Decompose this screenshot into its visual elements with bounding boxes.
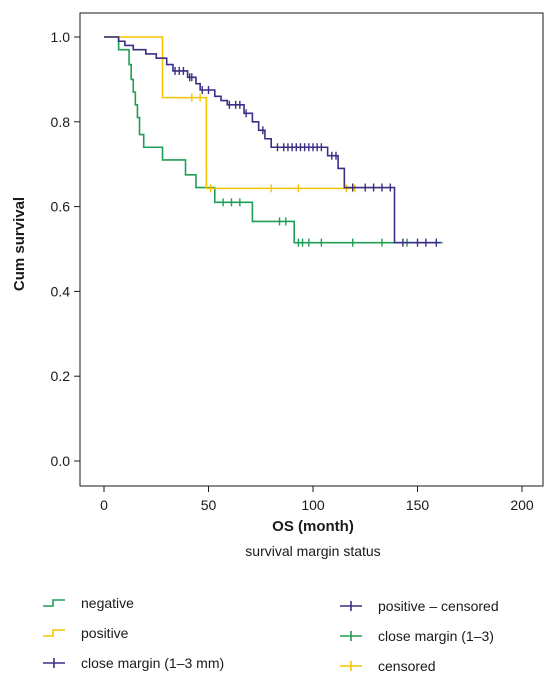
plot-area bbox=[79, 12, 544, 487]
legend-item: censored bbox=[340, 658, 436, 674]
series-line bbox=[104, 36, 443, 244]
x-tick-label: 150 bbox=[406, 497, 430, 513]
legend-label: positive – censored bbox=[378, 598, 499, 614]
legend-step-symbol bbox=[43, 599, 65, 607]
legend-item: negative bbox=[43, 595, 134, 611]
legend-label: close margin (1–3 mm) bbox=[81, 655, 224, 671]
legend-label: positive bbox=[81, 625, 129, 641]
series-1 bbox=[104, 36, 356, 193]
series-line bbox=[104, 36, 355, 190]
x-axis-sublabel: survival margin status bbox=[245, 543, 380, 559]
y-axis: 0.0 0.2 0.4 0.6 0.8 1.0 bbox=[51, 29, 80, 469]
legend-label: close margin (1–3) bbox=[378, 628, 494, 644]
x-tick-label: 50 bbox=[201, 497, 217, 513]
series-2 bbox=[104, 36, 441, 247]
y-tick-label: 1.0 bbox=[51, 29, 71, 45]
plot-frame bbox=[79, 12, 544, 487]
y-tick-label: 0.6 bbox=[51, 199, 71, 215]
series-0 bbox=[104, 36, 443, 247]
legend-label: censored bbox=[378, 658, 436, 674]
legend-item: close margin (1–3 mm) bbox=[43, 655, 224, 671]
y-tick-label: 0.0 bbox=[51, 453, 71, 469]
x-axis: 0 50 100 150 200 bbox=[100, 486, 534, 513]
legend-label: negative bbox=[81, 595, 134, 611]
x-tick-label: 200 bbox=[510, 497, 534, 513]
series-line bbox=[104, 36, 441, 244]
y-axis-label: Cum survival bbox=[11, 197, 28, 291]
legend-item: positive – censored bbox=[340, 598, 499, 614]
x-axis-label: OS (month) bbox=[272, 518, 354, 535]
legend: negative positive close margin (1–3 mm) pos… bbox=[43, 595, 499, 674]
legend-item: positive bbox=[43, 625, 129, 641]
y-tick-label: 0.4 bbox=[51, 283, 71, 299]
x-tick-label: 0 bbox=[100, 497, 108, 513]
legend-step-symbol bbox=[43, 629, 65, 637]
legend-item: close margin (1–3) bbox=[340, 628, 494, 644]
y-tick-label: 0.8 bbox=[51, 114, 71, 130]
y-tick-label: 0.2 bbox=[51, 368, 71, 384]
x-tick-label: 100 bbox=[301, 497, 325, 513]
